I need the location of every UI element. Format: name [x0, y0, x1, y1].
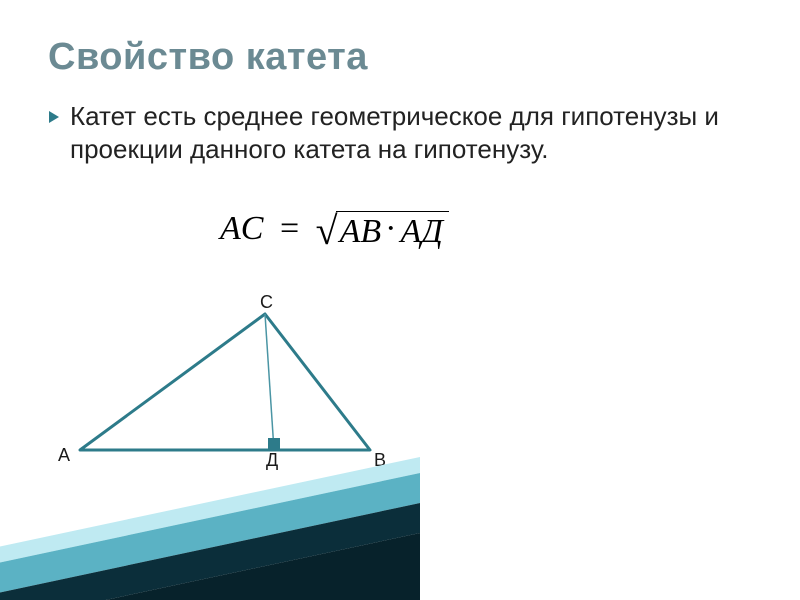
formula-lhs: AC — [220, 210, 263, 247]
bullet-row: Катет есть среднее геометрическое для ги… — [48, 100, 728, 167]
slide: Свойство катета Катет есть среднее геоме… — [0, 0, 800, 600]
slide-title: Свойство катета — [48, 36, 368, 79]
vertex-label-c: С — [260, 292, 273, 313]
formula-rhs-b: AД — [400, 213, 442, 250]
triangle-right-icon — [48, 110, 60, 124]
formula-radicand: AB·AД — [336, 211, 449, 251]
formula-eq: = — [272, 210, 307, 247]
decorative-stripes — [0, 415, 420, 600]
bullet-text: Катет есть среднее геометрическое для ги… — [70, 100, 728, 167]
formula-dot: · — [381, 210, 400, 247]
formula-rhs-a: AB — [340, 213, 382, 250]
formula: AC = √ AB·AД — [220, 210, 449, 251]
sqrt-icon: √ AB·AД — [316, 211, 449, 251]
